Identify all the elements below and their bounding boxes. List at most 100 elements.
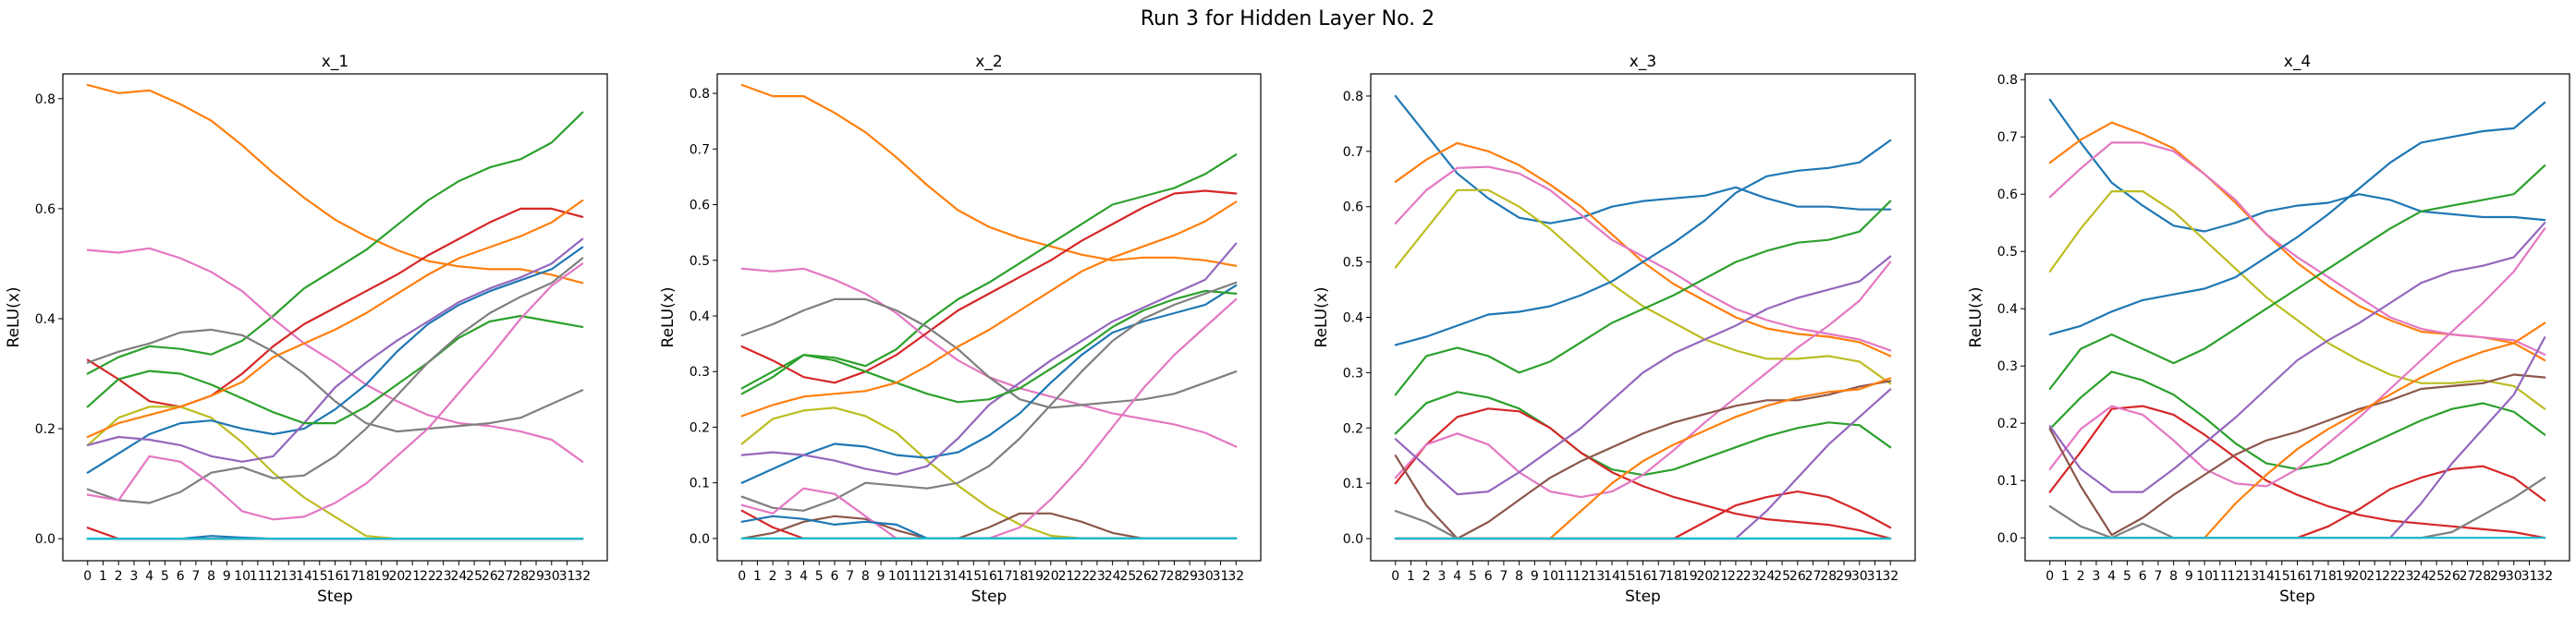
x-tick-label: 3 [1438, 569, 1447, 584]
x-tick-label: 27 [2460, 569, 2476, 584]
x-tick-label: 9 [223, 569, 231, 584]
x-tick-label: 1 [99, 569, 107, 584]
x-tick-label: 30 [1851, 569, 1868, 584]
x-axis-label: Step [317, 588, 353, 606]
x-tick-label: 26 [1135, 569, 1152, 584]
x-tick-label: 19 [1681, 569, 1698, 584]
x-tick-label: 1 [753, 569, 762, 584]
x-tick-label: 4 [1453, 569, 1461, 584]
y-tick-label: 0.2 [1997, 417, 2018, 431]
series-line-2 [86, 111, 584, 375]
y-tick-label: 0.3 [1343, 366, 1363, 381]
x-tick-label: 32 [1882, 569, 1898, 584]
x-tick-label: 7 [1499, 569, 1508, 584]
y-tick-label: 0.8 [1997, 73, 2018, 88]
y-tick-label: 0.3 [1997, 359, 2018, 374]
series-line-10 [1394, 255, 1892, 496]
x-tick-label: 6 [2139, 569, 2147, 584]
x-tick-label: 29 [528, 569, 544, 584]
x-tick-label: 17 [1650, 569, 1666, 584]
x-tick-label: 16 [1635, 569, 1652, 584]
x-tick-label: 20 [2351, 569, 2368, 584]
x-tick-label: 15 [965, 569, 982, 584]
x-tick-label: 21 [404, 569, 421, 584]
x-tick-label: 31 [1867, 569, 1884, 584]
x-tick-label: 18 [2320, 569, 2337, 584]
y-tick-label: 0.0 [1343, 532, 1363, 547]
x-tick-label: 17 [996, 569, 1013, 584]
x-tick-label: 10 [1542, 569, 1558, 584]
subplot-3: 0 1 2 3 4 5 6 7 8 9 101112131415161718192021222324… [1312, 53, 1916, 606]
x-tick-label: 13 [1588, 569, 1605, 584]
x-tick-label: 5 [161, 569, 169, 584]
y-tick-label: 0.6 [1343, 200, 1363, 215]
x-tick-label: 18 [1011, 569, 1028, 584]
x-tick-label: 22 [2382, 569, 2399, 584]
axes-frame [716, 73, 1262, 562]
x-tick-label: 21 [1058, 569, 1075, 584]
x-tick-label: 13 [934, 569, 951, 584]
x-tick-label: 21 [2366, 569, 2383, 584]
subplot-1: 0 1 2 3 4 5 6 7 8 9 101112131415161718192021222324… [5, 53, 608, 606]
x-tick-label: 12 [1573, 569, 1590, 584]
series-line-6 [1394, 200, 1892, 396]
x-tick-label: 26 [2444, 569, 2460, 584]
x-tick-label: 25 [1774, 569, 1790, 584]
axes-frame [1370, 73, 1916, 562]
x-tick-label: 26 [1789, 569, 1806, 584]
series-line-11 [2048, 373, 2546, 537]
x-tick-label: 19 [2336, 569, 2352, 584]
series-line-9 [1394, 261, 1892, 499]
x-tick-label: 2 [769, 569, 777, 584]
series-line-3 [86, 247, 584, 463]
x-tick-label: 14 [950, 569, 967, 584]
x-tick-label: 4 [800, 569, 808, 584]
x-tick-label: 2 [1422, 569, 1431, 584]
x-tick-label: 0 [738, 569, 746, 584]
y-tick-label: 0.7 [690, 142, 710, 157]
x-tick-label: 24 [450, 569, 467, 584]
x-tick-label: 4 [2107, 569, 2116, 584]
x-tick-label: 25 [466, 569, 482, 584]
series-line-8 [2048, 405, 2546, 539]
x-tick-label: 6 [830, 569, 838, 584]
x-axis-label: Step [1625, 588, 1661, 606]
series-group [740, 83, 1238, 540]
x-tick-label: 19 [373, 569, 390, 584]
x-tick-label: 29 [2490, 569, 2507, 584]
x-tick-label: 5 [815, 569, 824, 584]
y-tick-label: 0.2 [35, 422, 55, 437]
figure-suptitle: Run 3 for Hidden Layer No. 2 [1141, 7, 1435, 30]
x-tick-label: 13 [280, 569, 297, 584]
x-tick-label: 14 [1604, 569, 1620, 584]
x-tick-label: 28 [1820, 569, 1837, 584]
x-tick-label: 15 [1619, 569, 1636, 584]
y-tick-label: 0.2 [690, 420, 710, 435]
x-tick-label: 11 [2212, 569, 2228, 584]
series-line-14 [86, 527, 584, 540]
y-tick-label: 0.1 [1997, 474, 2018, 489]
x-tick-label: 7 [2154, 569, 2162, 584]
y-tick-label: 0.6 [1997, 188, 2018, 202]
x-axis-label: Step [971, 588, 1007, 606]
series-group [2048, 98, 2546, 539]
x-tick-label: 8 [861, 569, 870, 584]
x-tick-label: 28 [512, 569, 529, 584]
x-tick-label: 30 [2506, 569, 2522, 584]
series-line-14 [2048, 336, 2546, 539]
y-tick-label: 0.0 [1997, 531, 2018, 546]
series-line-15 [1394, 509, 1892, 540]
x-tick-label: 13 [2242, 569, 2259, 584]
subplot-4: 0 1 2 3 4 5 6 7 8 9 101112131415161718192021222324… [1967, 53, 2570, 606]
x-tick-label: 9 [1531, 569, 1539, 584]
series-line-12 [2048, 321, 2546, 539]
y-tick-label: 0.6 [690, 199, 710, 213]
x-tick-label: 1 [1407, 569, 1415, 584]
y-tick-label: 0.5 [690, 254, 710, 269]
x-axis-label: Step [2279, 588, 2315, 606]
x-tick-label: 32 [2536, 569, 2553, 584]
x-tick-label: 17 [342, 569, 359, 584]
x-tick-label: 24 [1105, 569, 1121, 584]
series-line-1 [2048, 98, 2546, 233]
